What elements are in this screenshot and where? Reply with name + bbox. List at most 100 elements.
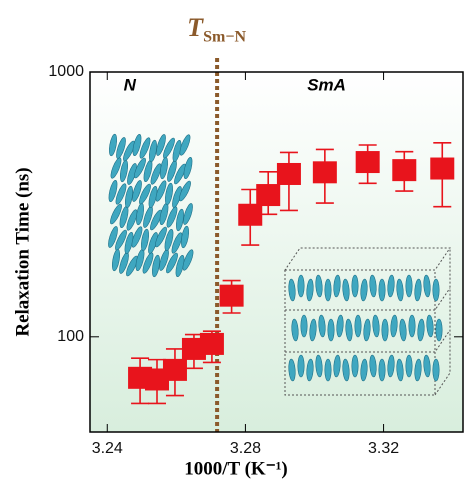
molecule-illustrations xyxy=(108,133,451,396)
x-tick-label: 3.32 xyxy=(368,440,399,457)
x-tick-label: 3.24 xyxy=(92,440,123,457)
y-axis-label: Relaxation Time (ns) xyxy=(12,167,33,336)
molecule xyxy=(342,278,350,302)
y-tick-label: 100 xyxy=(57,328,84,345)
molecule xyxy=(387,274,395,298)
molecule xyxy=(288,278,296,302)
molecule xyxy=(381,318,389,342)
molecule xyxy=(399,318,407,342)
molecule xyxy=(123,140,135,162)
molecule xyxy=(423,354,431,378)
molecule xyxy=(126,255,138,277)
molecule xyxy=(132,180,142,202)
molecule xyxy=(150,163,162,185)
marker xyxy=(238,203,263,226)
molecule xyxy=(288,358,296,382)
x-axis-label: 1000/T (K⁻¹) xyxy=(184,458,288,479)
smectic-box xyxy=(284,247,451,396)
marker xyxy=(199,332,224,355)
molecule xyxy=(426,314,434,338)
molecule xyxy=(182,249,194,271)
molecule xyxy=(435,318,443,342)
molecule xyxy=(360,278,368,302)
molecule xyxy=(115,229,127,251)
molecule xyxy=(408,314,416,338)
molecule xyxy=(432,278,440,302)
plot-frame xyxy=(89,71,464,433)
molecule xyxy=(351,354,359,378)
molecule xyxy=(342,358,350,382)
molecule xyxy=(390,314,398,338)
x-tick-label: 3.28 xyxy=(230,440,261,457)
molecule xyxy=(132,133,142,157)
molecule xyxy=(387,354,395,378)
molecule xyxy=(142,252,154,274)
region-label: N xyxy=(124,75,137,94)
molecule xyxy=(432,358,440,382)
molecule xyxy=(134,157,146,179)
molecule xyxy=(181,225,189,249)
molecule xyxy=(405,354,413,378)
molecule xyxy=(166,206,178,228)
transition-subscript: Sm−N xyxy=(203,29,246,46)
molecule xyxy=(108,226,118,248)
molecule xyxy=(155,180,167,202)
molecule xyxy=(156,134,166,156)
molecule xyxy=(179,180,191,202)
molecule xyxy=(336,314,344,338)
marker xyxy=(162,358,187,381)
molecule xyxy=(164,228,174,252)
marker xyxy=(355,151,380,174)
molecule xyxy=(108,179,118,203)
molecule xyxy=(369,274,377,298)
marker xyxy=(430,157,455,180)
molecule xyxy=(318,314,326,338)
region-label: SmA xyxy=(307,75,346,94)
molecule xyxy=(378,278,386,302)
molecule xyxy=(183,156,193,180)
molecule xyxy=(141,228,149,252)
molecule xyxy=(327,318,335,342)
molecule xyxy=(372,314,380,338)
molecule xyxy=(116,137,126,159)
transition-label: T xyxy=(187,13,204,42)
molecule xyxy=(139,183,151,205)
molecule xyxy=(396,358,404,382)
plot-layer: T Sm−N N SmA 3.24 3.28 3.32 100 1000 xyxy=(48,13,463,457)
molecule xyxy=(417,318,425,342)
molecule xyxy=(354,314,362,338)
molecule xyxy=(378,358,386,382)
molecule xyxy=(139,137,151,159)
molecule xyxy=(110,203,122,225)
molecule xyxy=(306,358,314,382)
molecule xyxy=(126,209,138,231)
molecule xyxy=(150,209,162,231)
molecule xyxy=(309,318,317,342)
molecule xyxy=(396,278,404,302)
molecule xyxy=(423,274,431,298)
molecule xyxy=(174,163,186,185)
molecule xyxy=(351,274,359,298)
molecule xyxy=(109,133,117,157)
molecule xyxy=(163,137,175,159)
molecule xyxy=(110,157,122,179)
molecule xyxy=(414,358,422,382)
molecule xyxy=(171,232,183,254)
molecule xyxy=(360,358,368,382)
molecule xyxy=(115,183,127,205)
molecule xyxy=(291,318,299,342)
marker xyxy=(276,162,301,185)
molecule xyxy=(183,203,193,225)
molecule xyxy=(363,318,371,342)
marker xyxy=(219,284,244,307)
molecule xyxy=(297,274,305,298)
molecule xyxy=(306,278,314,302)
molecule xyxy=(333,354,341,378)
molecule xyxy=(315,274,323,298)
molecule xyxy=(324,358,332,382)
molecule xyxy=(405,274,413,298)
molecule xyxy=(131,226,143,248)
molecule xyxy=(165,182,173,206)
molecule xyxy=(315,354,323,378)
